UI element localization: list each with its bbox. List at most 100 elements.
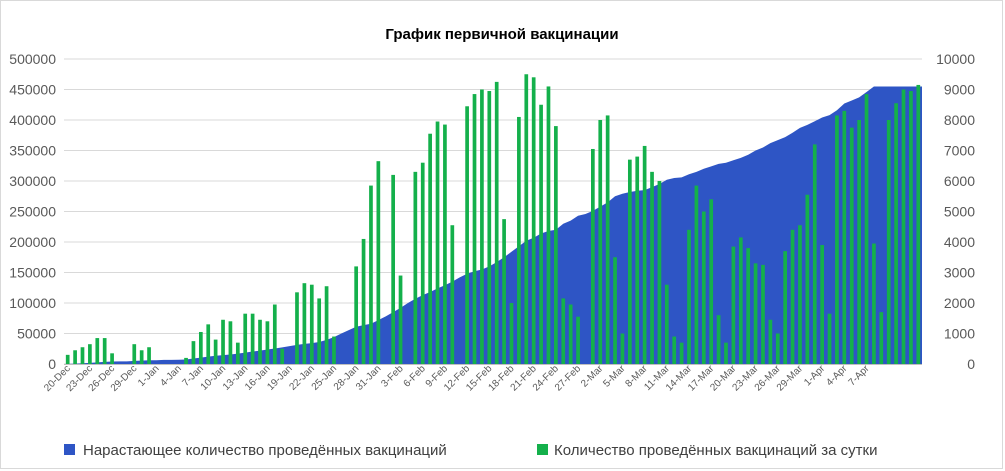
daily-bar bbox=[398, 275, 403, 364]
daily-bar bbox=[450, 225, 455, 364]
daily-bar bbox=[235, 342, 240, 364]
daily-bar bbox=[88, 344, 92, 364]
right-tick-label: 4000 bbox=[944, 234, 975, 250]
daily-bar bbox=[102, 338, 107, 364]
daily-bar bbox=[539, 104, 543, 364]
daily-bars bbox=[65, 74, 921, 365]
daily-bar bbox=[916, 84, 921, 365]
daily-bar bbox=[332, 336, 336, 364]
right-tick-label: 8000 bbox=[944, 112, 975, 128]
daily-bar bbox=[790, 229, 795, 364]
daily-bar bbox=[435, 121, 440, 365]
daily-bar bbox=[428, 133, 432, 364]
daily-bar bbox=[761, 264, 765, 365]
daily-bar bbox=[221, 319, 225, 364]
daily-bar bbox=[894, 103, 898, 364]
daily-bar bbox=[731, 246, 736, 364]
cumulative-area-path bbox=[64, 86, 922, 364]
daily-bar bbox=[709, 199, 714, 364]
daily-bar bbox=[147, 347, 151, 364]
legend-swatch-daily bbox=[537, 444, 548, 455]
daily-bar bbox=[775, 333, 780, 364]
daily-bar bbox=[517, 116, 521, 364]
daily-bar bbox=[576, 316, 580, 364]
daily-bar bbox=[80, 347, 85, 364]
cumulative-area bbox=[64, 86, 922, 364]
legend: Нарастающее количество проведённых вакци… bbox=[64, 442, 877, 459]
daily-bar bbox=[420, 162, 425, 364]
daily-bar bbox=[627, 159, 632, 364]
daily-bar bbox=[598, 120, 603, 364]
daily-bar bbox=[842, 110, 847, 364]
daily-bar bbox=[95, 338, 100, 364]
legend-label-cumulative: Нарастающее количество проведённых вакци… bbox=[83, 442, 447, 459]
daily-bar bbox=[746, 248, 751, 364]
left-tick-label: 200000 bbox=[9, 234, 56, 250]
daily-bar bbox=[798, 225, 802, 364]
daily-bar bbox=[820, 245, 824, 364]
daily-bar bbox=[605, 115, 610, 365]
daily-bar bbox=[139, 350, 144, 364]
right-tick-label: 9000 bbox=[944, 82, 975, 98]
daily-bar bbox=[768, 319, 773, 364]
right-tick-label: 3000 bbox=[944, 265, 975, 281]
daily-bar bbox=[369, 185, 373, 364]
x-tick-label: 27-Feb bbox=[553, 363, 583, 393]
daily-bar bbox=[716, 315, 721, 364]
daily-bar bbox=[502, 219, 506, 365]
daily-bar bbox=[620, 333, 625, 364]
daily-bar bbox=[909, 91, 913, 365]
daily-bar bbox=[309, 284, 314, 364]
right-axis: 0 1000 2000 3000 4000 5000 6000 7000 8000 9000 100… bbox=[936, 51, 975, 372]
daily-bar bbox=[324, 286, 329, 364]
x-tick-label: 1-Jan bbox=[136, 363, 161, 388]
daily-bar bbox=[546, 86, 551, 364]
daily-bar bbox=[213, 339, 218, 364]
daily-bar bbox=[650, 171, 654, 364]
daily-bar bbox=[864, 94, 869, 364]
daily-bar bbox=[672, 336, 677, 364]
daily-bar bbox=[65, 354, 70, 364]
daily-bar bbox=[901, 89, 906, 364]
left-tick-label: 450000 bbox=[9, 82, 56, 98]
daily-bar bbox=[494, 81, 499, 365]
daily-bar bbox=[694, 185, 699, 364]
daily-bar bbox=[879, 312, 884, 364]
daily-bar bbox=[561, 298, 566, 364]
daily-bar bbox=[664, 284, 669, 364]
daily-bar bbox=[487, 91, 492, 365]
daily-bar bbox=[701, 211, 706, 364]
daily-bar bbox=[443, 124, 447, 364]
x-tick-label: 31-Jan bbox=[354, 363, 383, 392]
x-tick-label: 4-Jan bbox=[158, 363, 183, 388]
daily-bar bbox=[206, 324, 211, 364]
daily-bar bbox=[243, 313, 248, 364]
daily-bar bbox=[272, 304, 277, 364]
daily-bar bbox=[184, 357, 188, 364]
daily-bar bbox=[812, 144, 817, 364]
left-axis: 0 50000 100000 150000 200000 250000 300000 3500… bbox=[9, 51, 56, 372]
right-tick-label: 0 bbox=[967, 356, 975, 372]
daily-bar bbox=[635, 156, 640, 364]
legend-swatch-cumulative bbox=[64, 444, 75, 455]
daily-bar bbox=[302, 283, 307, 364]
x-tick-label: 3-Feb bbox=[379, 363, 406, 390]
daily-bar bbox=[886, 120, 891, 364]
daily-bar bbox=[110, 353, 114, 364]
daily-bar bbox=[613, 257, 617, 364]
daily-bar bbox=[472, 94, 477, 364]
daily-bar bbox=[250, 313, 255, 364]
daily-bar bbox=[849, 127, 854, 365]
daily-bar bbox=[413, 171, 418, 364]
daily-bar bbox=[827, 313, 832, 364]
x-tick-label: 5-Mar bbox=[601, 363, 628, 390]
daily-bar bbox=[531, 77, 536, 365]
left-tick-label: 0 bbox=[48, 356, 56, 372]
x-tick-label: 6-Feb bbox=[402, 363, 429, 390]
left-tick-label: 400000 bbox=[9, 112, 56, 128]
daily-bar bbox=[376, 161, 381, 364]
right-tick-label: 6000 bbox=[944, 173, 975, 189]
daily-bar bbox=[591, 148, 595, 364]
daily-bar bbox=[258, 319, 262, 364]
